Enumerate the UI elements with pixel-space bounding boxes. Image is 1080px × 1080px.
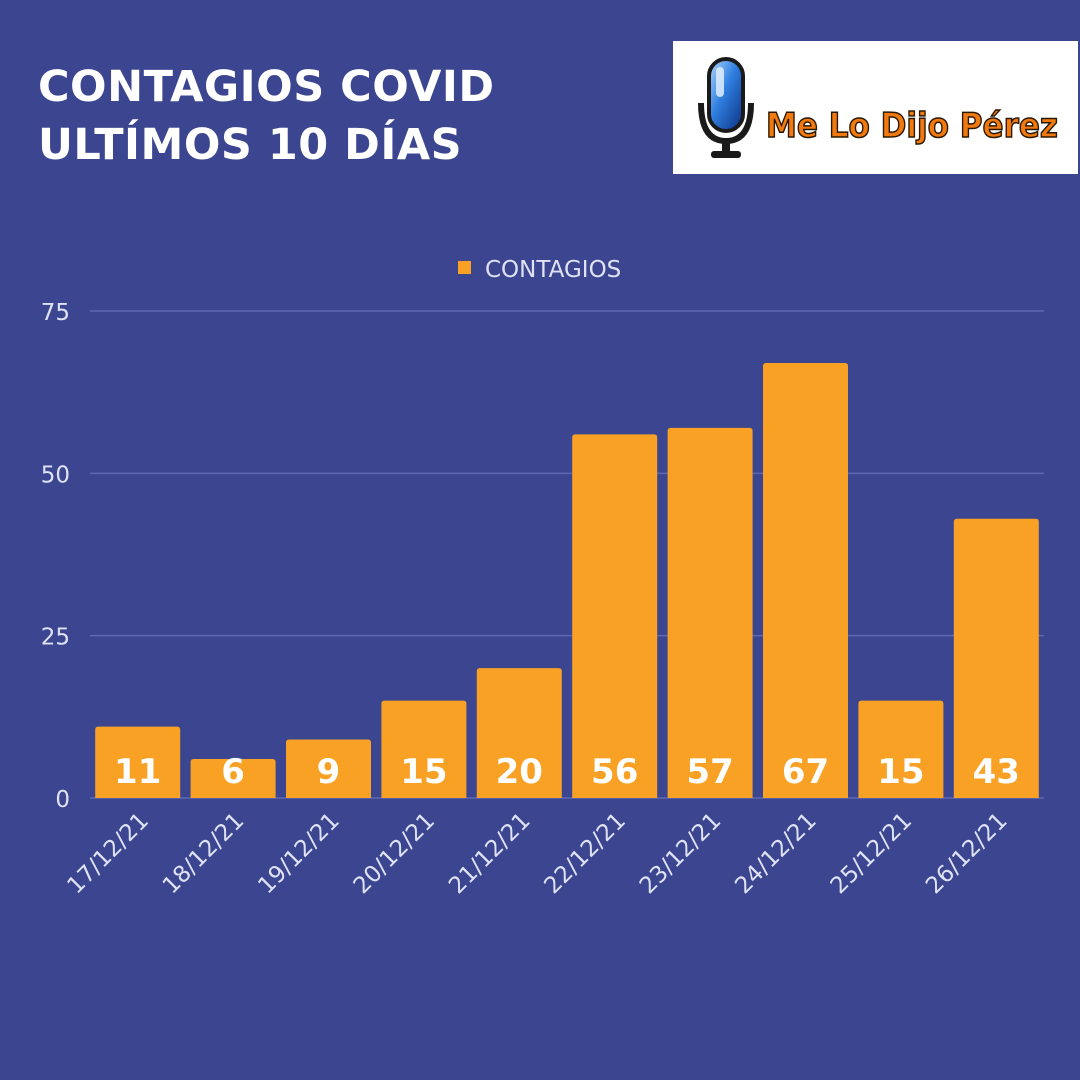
x-tick-label: 22/12/21 [540, 808, 631, 899]
logo-text: Me Lo Dijo Pérez [766, 106, 1058, 146]
y-axis-ticks: 0 25 50 75 [41, 300, 70, 813]
bar-18/12/21 [190, 759, 276, 798]
bar-23/12/21 [667, 427, 753, 798]
y-tick-label: 25 [41, 625, 70, 651]
legend-label: CONTAGIOS [485, 257, 621, 283]
logo-graphic: Me Lo Dijo Pérez [698, 57, 1059, 158]
data-label: 6 [221, 752, 245, 792]
title-line-2: ULTÍMOS 10 DÍAS [38, 120, 463, 170]
x-tick-label: 24/12/21 [730, 808, 821, 899]
data-label: 43 [973, 752, 1020, 792]
bar-20/12/21 [381, 700, 467, 798]
x-tick-label: 17/12/21 [63, 808, 154, 899]
bar-25/12/21 [858, 700, 944, 798]
x-tick-label: 21/12/21 [444, 808, 535, 899]
microphone-icon [698, 57, 754, 158]
data-labels: 11 6 9 15 20 56 57 67 15 43 [114, 752, 1020, 792]
x-tick-label: 19/12/21 [253, 808, 344, 899]
x-axis-ticks: 17/12/21 18/12/21 19/12/21 20/12/21 21/12/21… [63, 808, 1013, 899]
data-label: 67 [782, 752, 829, 792]
x-tick-label: 18/12/21 [158, 808, 249, 899]
data-label: 57 [686, 752, 733, 792]
y-tick-label: 0 [55, 787, 70, 813]
x-tick-label: 20/12/21 [349, 808, 440, 899]
data-label: 15 [400, 752, 447, 792]
y-tick-label: 75 [41, 300, 70, 326]
data-label: 15 [877, 752, 924, 792]
x-tick-label: 25/12/21 [826, 808, 917, 899]
bar-21/12/21 [476, 668, 562, 798]
data-label: 20 [496, 752, 543, 792]
y-tick-label: 50 [41, 462, 70, 488]
data-label: 9 [317, 752, 341, 792]
bar-17/12/21 [95, 726, 181, 798]
x-tick-label: 26/12/21 [921, 808, 1012, 899]
bar-22/12/21 [572, 434, 658, 798]
bar-26/12/21 [953, 518, 1039, 798]
logo: Me Lo Dijo Pérez [673, 41, 1078, 174]
x-tick-label: 23/12/21 [635, 808, 726, 899]
title-line-1: CONTAGIOS COVID [38, 62, 495, 112]
data-label: 56 [591, 752, 638, 792]
bar-19/12/21 [286, 739, 371, 798]
legend: CONTAGIOS [458, 257, 621, 283]
bar-24/12/21 [763, 362, 848, 798]
page-title: CONTAGIOS COVID ULTÍMOS 10 DÍAS [38, 58, 495, 174]
legend-swatch [458, 261, 471, 274]
data-label: 11 [114, 752, 161, 792]
bars [95, 362, 1039, 798]
